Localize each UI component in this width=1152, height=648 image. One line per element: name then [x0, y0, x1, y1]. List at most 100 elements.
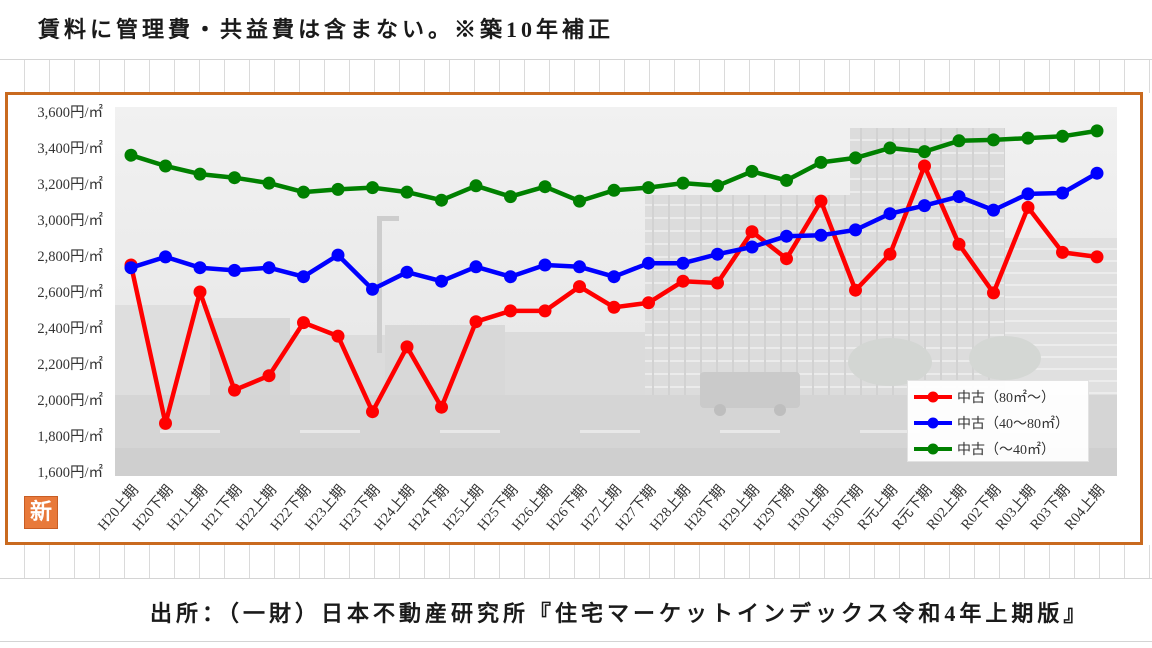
data-point [642, 296, 655, 310]
data-point [159, 159, 172, 173]
line-chart: 1,600円/㎡ 1,800円/㎡ 2,000円/㎡ 2,200円/㎡ 2,400円/㎡… [37, 104, 1117, 534]
y-tick-label: 3,200円/㎡ [37, 176, 103, 193]
photo-lane-marking [720, 430, 780, 433]
y-tick-label: 1,600円/㎡ [37, 464, 103, 481]
photo-lane-marking [160, 430, 220, 433]
photo-lane-marking [580, 430, 640, 433]
data-point [952, 134, 966, 148]
sheet-grid-row-top [0, 59, 1152, 93]
data-point [918, 199, 931, 213]
data-point [469, 260, 483, 274]
data-point [124, 148, 138, 162]
data-point [607, 270, 621, 284]
legend-item: 中古（40～80㎡） [913, 410, 1088, 436]
y-tick-label: 3,000円/㎡ [37, 212, 103, 229]
y-axis: 1,600円/㎡ 1,800円/㎡ 2,000円/㎡ 2,200円/㎡ 2,400円/㎡… [37, 104, 103, 481]
data-point [262, 176, 276, 190]
data-point [193, 285, 207, 299]
data-point [745, 164, 759, 178]
data-point [883, 207, 897, 221]
data-point [331, 329, 345, 343]
chart-object[interactable]: 1,600円/㎡ 1,800円/㎡ 2,000円/㎡ 2,200円/㎡ 2,400円/㎡… [5, 92, 1143, 545]
legend-label: 中古（40～80㎡） [957, 417, 1069, 432]
y-tick-label: 3,400円/㎡ [37, 140, 103, 157]
data-point [193, 167, 207, 181]
data-point [711, 247, 724, 261]
data-point [849, 151, 862, 165]
legend-line-marker-icon [914, 417, 952, 429]
photo-building [115, 305, 210, 395]
legend-item: 中古（～40㎡） [913, 436, 1088, 462]
data-point [676, 274, 690, 288]
data-point [676, 256, 690, 270]
data-point [1021, 131, 1035, 145]
data-point [331, 248, 345, 262]
legend-item: 中古（80㎡～） [913, 384, 1088, 410]
data-point [297, 316, 310, 330]
legend-line-marker-icon [914, 443, 952, 455]
data-point [745, 225, 759, 239]
x-axis: H20上期H20下期H21上期H21下期H22上期H22下期H23上期H23下期… [94, 482, 1108, 534]
data-point [607, 183, 621, 197]
data-point [814, 228, 828, 242]
data-point [849, 283, 862, 297]
photo-lane-marking [440, 430, 500, 433]
data-point [883, 141, 897, 155]
data-point [469, 315, 483, 329]
y-tick-label: 3,600円/㎡ [37, 104, 103, 121]
data-point [400, 265, 414, 279]
new-badge: 新 [24, 496, 58, 529]
data-point [642, 181, 655, 195]
data-point [538, 180, 552, 194]
data-point [1056, 245, 1069, 259]
data-point [780, 229, 793, 243]
data-point [159, 250, 172, 264]
data-point [504, 190, 517, 204]
data-point [780, 173, 793, 187]
y-tick-label: 1,800円/㎡ [37, 428, 103, 445]
data-point [193, 261, 207, 275]
data-point [538, 258, 552, 272]
data-point [1090, 166, 1104, 180]
data-point [262, 261, 276, 275]
data-point [366, 405, 379, 419]
data-point [400, 185, 414, 199]
data-point [607, 300, 621, 314]
data-point [331, 182, 345, 196]
data-point [435, 400, 448, 414]
photo-apartment [645, 195, 850, 395]
photo-truck-wheel [774, 404, 786, 416]
sheet-grid-line [0, 641, 1152, 642]
data-point [1090, 250, 1104, 264]
data-point [883, 247, 897, 261]
data-point [573, 280, 586, 294]
data-point [1090, 124, 1104, 138]
data-point [987, 203, 1000, 217]
data-point [676, 176, 690, 190]
y-tick-label: 2,400円/㎡ [37, 320, 103, 337]
data-point [228, 383, 241, 397]
photo-tree [969, 336, 1041, 380]
data-point [814, 155, 828, 169]
data-point [987, 286, 1000, 300]
data-point [228, 171, 241, 185]
data-point [400, 340, 414, 354]
data-point [228, 263, 241, 277]
data-point [366, 181, 379, 195]
y-tick-label: 2,800円/㎡ [37, 248, 103, 265]
data-point [504, 304, 517, 318]
data-point [1056, 186, 1069, 200]
data-point [469, 179, 483, 193]
data-point [952, 190, 966, 204]
data-point [711, 179, 724, 193]
y-tick-label: 2,200円/㎡ [37, 356, 103, 373]
y-tick-label: 2,000円/㎡ [37, 392, 103, 409]
photo-street-lamp [377, 216, 399, 221]
photo-building [290, 335, 385, 395]
series-1 [124, 159, 1104, 430]
data-point [642, 256, 655, 270]
photo-lane-marking [860, 430, 920, 433]
photo-building [505, 332, 645, 395]
data-point [918, 159, 931, 173]
